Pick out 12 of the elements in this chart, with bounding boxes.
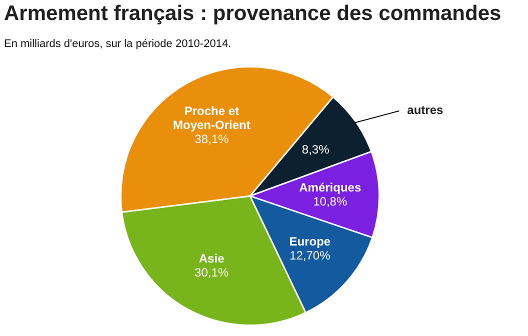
data-label: 8,3% xyxy=(302,142,330,156)
data-label: 38,1% xyxy=(194,132,230,146)
slice-label: Proche et Moyen-Orient xyxy=(172,104,250,132)
slice-label: Amériques xyxy=(299,180,362,194)
chart-subtitle: En milliards d'euros, sur la période 2010-2014. xyxy=(4,38,232,50)
data-label: 10,8% xyxy=(313,194,348,208)
slice-label: autres xyxy=(407,103,444,118)
slice-label: Asie xyxy=(198,252,225,266)
data-label: 30,1% xyxy=(194,266,229,280)
data-label: 12,70% xyxy=(290,248,331,263)
chart-title: Armement français : provenance des commandes xyxy=(4,2,502,26)
slice-label: Europe xyxy=(289,234,331,249)
